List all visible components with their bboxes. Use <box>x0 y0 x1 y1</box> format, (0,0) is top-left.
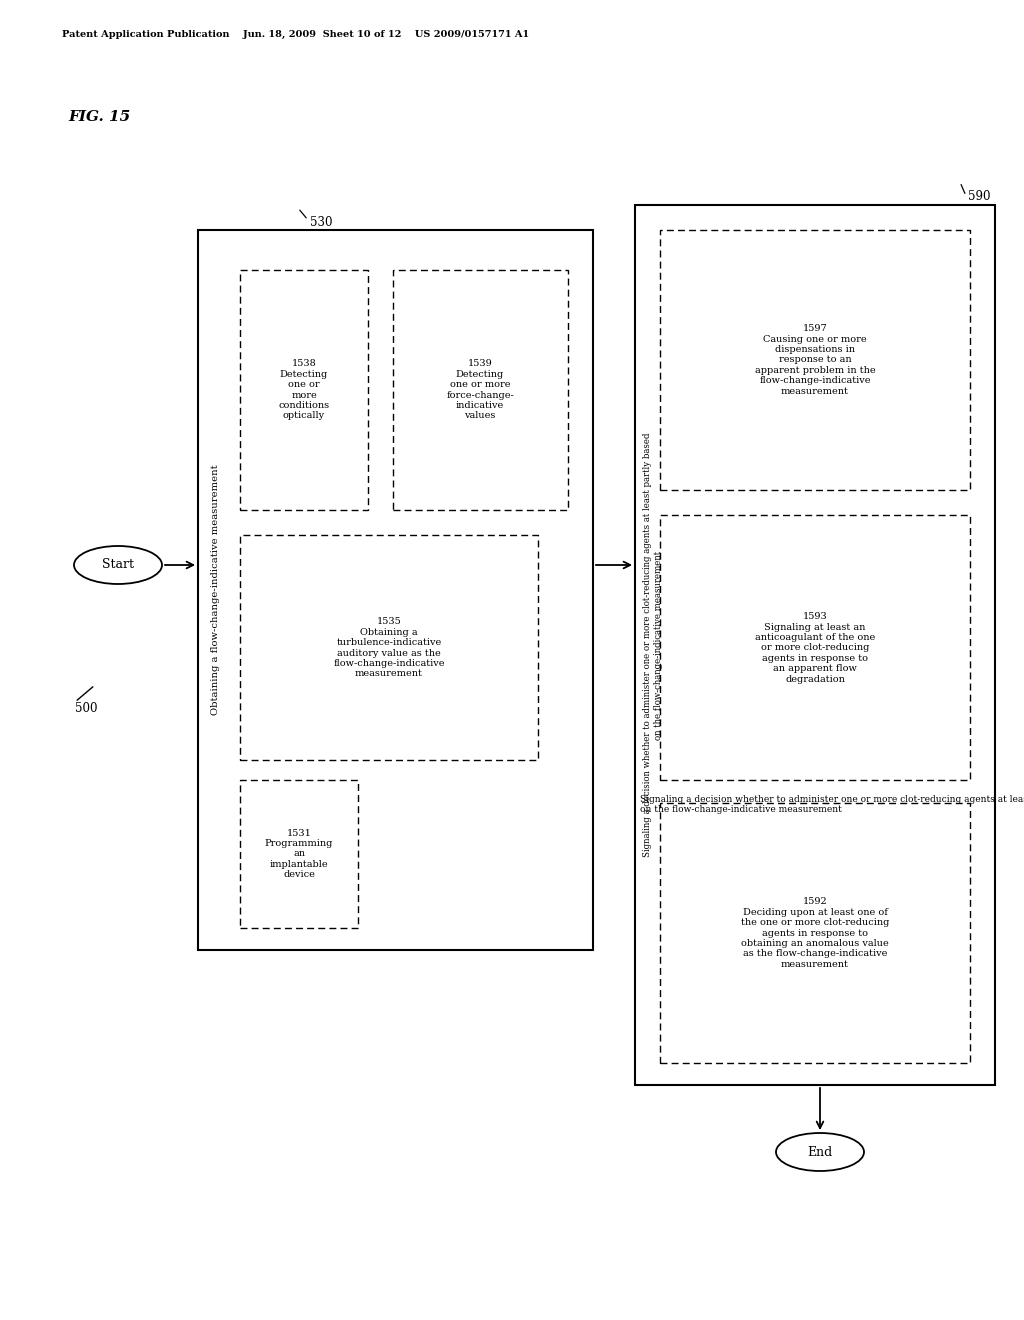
Text: Patent Application Publication    Jun. 18, 2009  Sheet 10 of 12    US 2009/01571: Patent Application Publication Jun. 18, … <box>62 30 529 40</box>
Text: 1592
Deciding upon at least one of
the one or more clot-reducing
agents in respo: 1592 Deciding upon at least one of the o… <box>740 898 889 969</box>
Text: 1593
Signaling at least an
anticoagulant of the one
or more clot-reducing
agents: 1593 Signaling at least an anticoagulant… <box>755 612 876 684</box>
Text: 1535
Obtaining a
turbulence-indicative
auditory value as the
flow-change-indicat: 1535 Obtaining a turbulence-indicative a… <box>333 618 444 678</box>
Text: 590: 590 <box>968 190 990 203</box>
Text: 500: 500 <box>75 702 97 715</box>
Text: Signaling a decision whether to administer one or more clot-reducing agents at l: Signaling a decision whether to administ… <box>643 433 663 857</box>
Ellipse shape <box>74 546 162 583</box>
Text: 1531
Programming
an
implantable
device: 1531 Programming an implantable device <box>265 829 333 879</box>
Ellipse shape <box>776 1133 864 1171</box>
Bar <box>198 230 593 950</box>
Text: 530: 530 <box>310 216 333 228</box>
Text: End: End <box>807 1146 833 1159</box>
Bar <box>240 780 358 928</box>
Bar <box>660 230 970 490</box>
Bar <box>240 271 368 510</box>
Bar <box>660 803 970 1063</box>
Text: 1597
Causing one or more
dispensations in
response to an
apparent problem in the: 1597 Causing one or more dispensations i… <box>755 325 876 396</box>
Text: FIG. 15: FIG. 15 <box>68 110 130 124</box>
Text: 1538
Detecting
one or
more
conditions
optically: 1538 Detecting one or more conditions op… <box>279 359 330 421</box>
Text: 1539
Detecting
one or more
force-change-
indicative
values: 1539 Detecting one or more force-change-… <box>446 359 514 421</box>
Text: Signaling a decision whether to administer one or more clot-reducing agents at l: Signaling a decision whether to administ… <box>640 795 1024 814</box>
Bar <box>635 205 995 1085</box>
Text: Start: Start <box>102 558 134 572</box>
Bar <box>660 515 970 780</box>
Bar <box>393 271 568 510</box>
Text: Obtaining a flow-change-indicative measurement: Obtaining a flow-change-indicative measu… <box>212 465 220 715</box>
Bar <box>240 535 538 760</box>
